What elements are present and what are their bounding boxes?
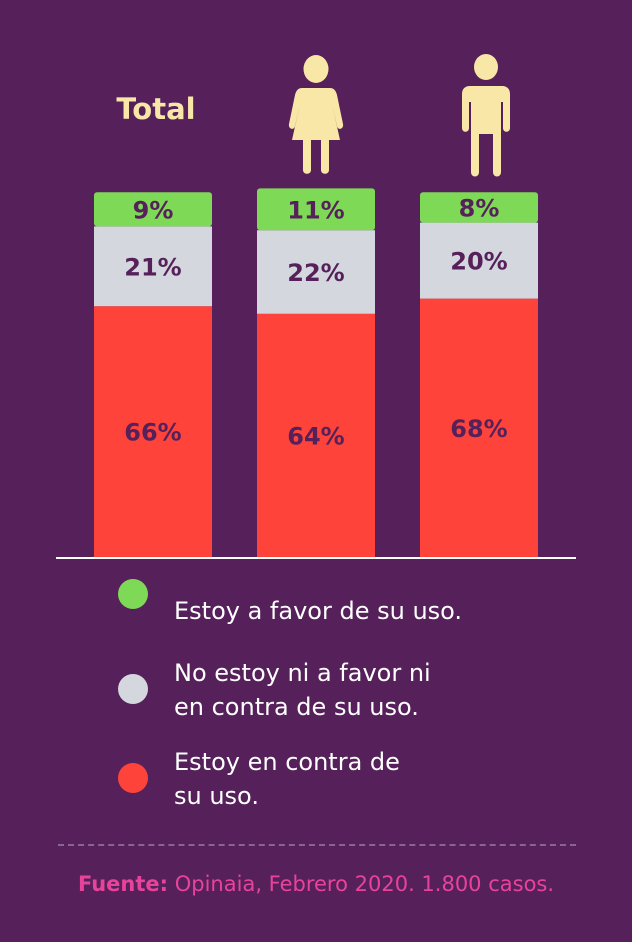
data-label-total-1: 21% bbox=[124, 253, 181, 281]
data-label-total-0: 66% bbox=[124, 419, 181, 447]
male-person-icon bbox=[462, 54, 510, 177]
bar-segment-total-1 bbox=[94, 226, 212, 307]
legend-swatch-favor bbox=[118, 579, 148, 609]
data-label-mujeres-2: 11% bbox=[287, 196, 344, 224]
bar-segment-mujeres-1 bbox=[257, 230, 375, 314]
divider bbox=[58, 844, 576, 846]
data-label-mujeres-1: 22% bbox=[287, 259, 344, 287]
bar-segment-hombres-2 bbox=[420, 192, 538, 223]
bar-segment-total-0 bbox=[94, 306, 212, 557]
bar-segment-mujeres-2 bbox=[257, 188, 375, 231]
legend-swatch-contra bbox=[118, 763, 148, 793]
data-label-hombres-0: 68% bbox=[450, 415, 507, 443]
legend-label-contra: Estoy en contra de su uso. bbox=[174, 748, 400, 810]
bar-segment-total-2 bbox=[94, 192, 212, 227]
stacked-bar-chart: 66% 21% 9% 64% 22% 11% 68% 20% 8% bbox=[56, 188, 576, 559]
data-label-hombres-1: 20% bbox=[450, 248, 507, 276]
bar-segment-hombres-0 bbox=[420, 298, 538, 557]
total-column-title: Total bbox=[116, 92, 196, 126]
source-text: Opinaia, Febrero 2020. 1.800 casos. bbox=[168, 872, 555, 896]
legend-label-favor: Estoy a favor de su uso. bbox=[174, 597, 463, 625]
source-prefix: Fuente: bbox=[77, 872, 169, 896]
bar-segment-mujeres-0 bbox=[257, 313, 375, 557]
data-label-mujeres-0: 64% bbox=[287, 422, 344, 450]
legend-label-neutral: No estoy ni a favor ni en contra de su u… bbox=[174, 659, 431, 721]
legend-swatch-neutral bbox=[118, 674, 148, 704]
data-label-hombres-2: 8% bbox=[459, 194, 500, 222]
female-person-icon bbox=[288, 55, 344, 174]
bar-segment-hombres-1 bbox=[420, 222, 538, 299]
source-note: Fuente: Opinaia, Febrero 2020. 1.800 cas… bbox=[0, 872, 632, 896]
data-label-total-2: 9% bbox=[133, 196, 174, 224]
